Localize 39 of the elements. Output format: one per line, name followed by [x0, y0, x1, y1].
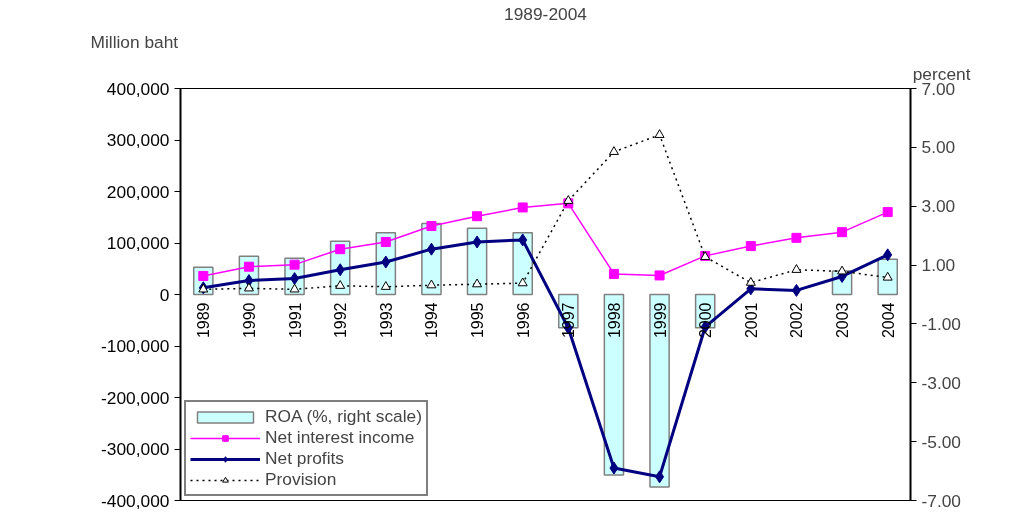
x-tick-label: 1990: [240, 302, 258, 339]
y-tick-label: -100,000: [101, 336, 170, 356]
y2-tick-label: -1.00: [921, 313, 961, 334]
legend-label: Provision: [265, 469, 337, 490]
x-tick-label: 2004: [879, 302, 897, 339]
x-tick-label: 2001: [742, 302, 760, 339]
chart-title: 1989-2004: [504, 3, 588, 24]
y2-tick-label: 5.00: [921, 137, 956, 158]
x-tick-label: 2002: [788, 302, 806, 339]
x-tick-label: 1995: [469, 302, 487, 339]
y-tick-label: 200,000: [106, 181, 170, 202]
y-tick-label: -300,000: [101, 439, 170, 459]
x-tick-label: 1998: [605, 302, 623, 339]
y2-tick-label: 1.00: [921, 255, 956, 276]
y2-tick-label: -7.00: [921, 490, 961, 511]
legend-label: Net profits: [265, 448, 344, 469]
y2-tick-label: -5.00: [921, 431, 961, 452]
y-tick-label: -200,000: [101, 387, 170, 408]
y-tick-label: 300,000: [106, 130, 170, 150]
x-tick-label: 1996: [514, 302, 532, 339]
legend-label: Net interest income: [265, 427, 415, 448]
y2-tick-label: -3.00: [921, 372, 961, 393]
x-tick-label: 1999: [651, 302, 669, 339]
y-tick-label: 100,000: [106, 233, 170, 253]
y-tick-label: -400,000: [101, 490, 170, 511]
x-tick-label: 2000: [697, 302, 715, 339]
y-tick-label: 400,000: [106, 78, 170, 99]
x-tick-label: 1991: [286, 302, 304, 339]
x-tick-label: 1993: [377, 302, 395, 339]
y2-axis-title: percent: [912, 63, 971, 84]
legend-label: ROA (%, right scale): [265, 406, 422, 427]
x-tick-label: 1992: [332, 302, 350, 339]
y-axis-title: Million baht: [90, 31, 179, 52]
y-tick-label: 0: [159, 284, 170, 305]
x-tick-label: 2003: [834, 302, 852, 339]
x-tick-label: 1997: [560, 302, 578, 339]
y2-tick-label: 3.00: [921, 196, 956, 217]
x-tick-label: 1989: [195, 302, 213, 339]
x-tick-label: 1994: [423, 302, 441, 339]
